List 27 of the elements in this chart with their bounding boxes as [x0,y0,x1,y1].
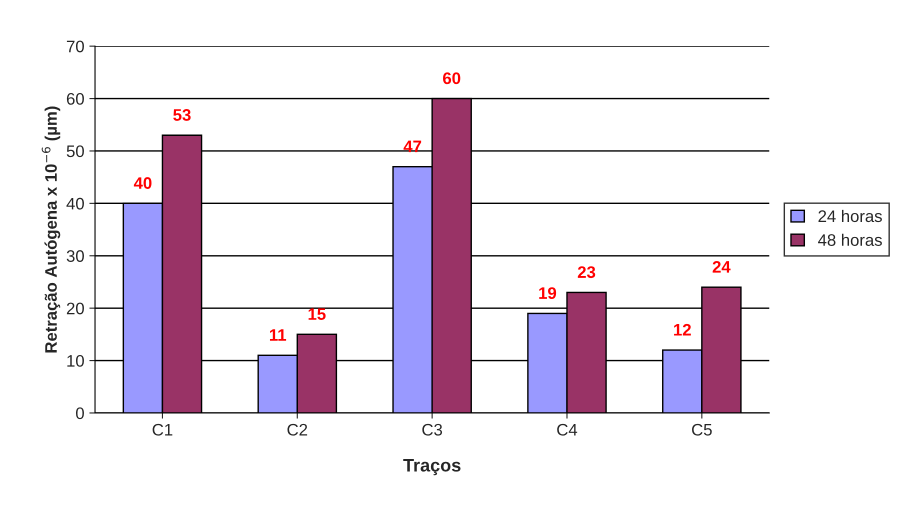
data-label: 23 [578,266,596,278]
y-tick-label: 10 [67,354,84,367]
legend-label: 48 horas [818,234,882,246]
data-label: 24 [712,261,731,273]
y-tick-label: 50 [66,145,84,158]
data-label: 11 [270,329,286,341]
y-tick-label: 0 [76,407,84,420]
y-tick-label: 60 [66,92,84,105]
data-label: 40 [134,177,152,189]
y-tick-label: 40 [66,198,84,210]
x-axis-title: Traços [403,459,461,476]
legend-label: 24 horas [818,210,882,222]
y-tick-label: 20 [66,302,84,314]
data-label: 19 [539,287,556,299]
y-tick-label: 30 [66,250,84,262]
y-axis-title: Retração Autógena x 10$^{−6}$ (µm) [42,106,60,352]
x-tick-label: C4 [557,424,578,436]
y-tick-label: 70 [66,40,84,52]
x-tick-label: C5 [692,424,712,436]
data-label: 60 [443,72,460,84]
data-label: 12 [674,324,691,336]
x-tick-label: C1 [152,424,172,436]
x-tick-label: C2 [287,424,308,436]
data-label: 15 [308,308,326,320]
data-label: 47 [404,140,422,152]
x-tick-label: C3 [422,424,442,436]
data-label: 53 [173,109,191,121]
